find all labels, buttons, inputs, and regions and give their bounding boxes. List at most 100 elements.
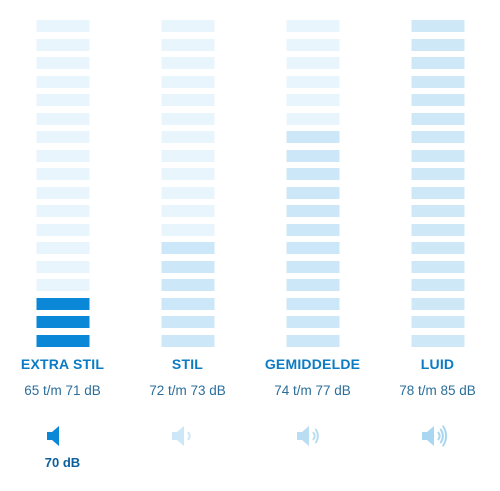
- meter-segment: [286, 38, 339, 51]
- meter-segment: [411, 20, 464, 32]
- meter-segment: [161, 94, 214, 106]
- meter-segment: [411, 297, 464, 310]
- meter-segment: [36, 112, 89, 125]
- meter-segment: [161, 168, 214, 180]
- meter-segment: [286, 20, 339, 32]
- meter-segment: [36, 94, 89, 106]
- level-label: GEMIDDELDE: [264, 356, 361, 372]
- level-range: 65 t/m 71 dB: [24, 383, 101, 398]
- meter-segment: [411, 186, 464, 199]
- level-meter: [161, 20, 214, 353]
- meter-segment: [36, 149, 89, 162]
- meter-segment: [161, 260, 214, 273]
- meter-segment: [411, 316, 464, 328]
- meter-segment: [36, 316, 89, 328]
- meter-segment: [36, 334, 89, 347]
- sound-wave: [186, 431, 191, 441]
- meter-segment: [36, 279, 89, 291]
- meter-segment: [36, 75, 89, 88]
- meter-segment: [161, 205, 214, 217]
- meter-segment: [161, 186, 214, 199]
- meter-segment: [36, 297, 89, 310]
- meter-segment: [161, 297, 214, 310]
- meter-segment: [161, 75, 214, 88]
- meter-segment: [286, 260, 339, 273]
- meter-segment: [36, 20, 89, 32]
- meter-segment: [286, 57, 339, 69]
- level-label: LUID: [420, 356, 455, 372]
- meter-segment: [286, 242, 339, 254]
- meter-segment: [36, 57, 89, 69]
- meter-segment: [411, 260, 464, 273]
- meter-segment: [411, 75, 464, 88]
- meter-segment: [36, 205, 89, 217]
- meter-segment: [286, 75, 339, 88]
- speaker-body: [171, 426, 184, 446]
- meter-segment: [36, 168, 89, 180]
- meter-segment: [286, 223, 339, 236]
- level-range: 74 t/m 77 dB: [274, 383, 351, 398]
- meter-segment: [161, 316, 214, 328]
- meter-segment: [161, 223, 214, 236]
- meter-segment: [411, 38, 464, 51]
- speaker-body: [46, 426, 59, 446]
- meter-segment: [286, 316, 339, 328]
- meter-segment: [36, 38, 89, 51]
- meter-segment: [161, 334, 214, 347]
- meter-segment: [161, 57, 214, 69]
- meter-segment: [411, 57, 464, 69]
- speaker-3-waves-icon: [421, 425, 447, 447]
- meter-segment: [411, 94, 464, 106]
- level-column-gemiddelde: GEMIDDELDE 74 t/m 77 dB: [250, 0, 375, 491]
- meter-segment: [411, 131, 464, 143]
- level-range: 72 t/m 73 dB: [149, 383, 226, 398]
- meter-segment: [286, 334, 339, 347]
- meter-segment: [161, 38, 214, 51]
- meter-segment: [36, 223, 89, 236]
- level-label: EXTRA STIL: [20, 356, 105, 372]
- meter-segment: [161, 112, 214, 125]
- level-column-stil: STIL 72 t/m 73 dB: [125, 0, 250, 491]
- meter-segment: [161, 149, 214, 162]
- meter-segment: [411, 223, 464, 236]
- sound-wave: [311, 431, 316, 441]
- meter-segment: [286, 186, 339, 199]
- meter-segment: [411, 168, 464, 180]
- meter-segment: [286, 205, 339, 217]
- meter-segment: [411, 279, 464, 291]
- meter-segment: [286, 112, 339, 125]
- meter-segment: [286, 149, 339, 162]
- sound-wave: [439, 428, 444, 444]
- speaker-0-waves-icon: [46, 426, 59, 446]
- meter-segment: [161, 20, 214, 32]
- meter-segment: [286, 168, 339, 180]
- level-column-extra-stil: EXTRA STIL 65 t/m 71 dB 70 dB: [0, 0, 125, 491]
- meter-segment: [286, 297, 339, 310]
- speaker-2-waves-icon: [296, 426, 319, 446]
- meter-segment: [286, 131, 339, 143]
- meter-segment: [411, 242, 464, 254]
- level-meter: [286, 20, 339, 353]
- sound-wave: [314, 428, 319, 444]
- sound-wave: [436, 431, 441, 441]
- level-label: STIL: [171, 356, 204, 372]
- meter-segment: [161, 242, 214, 254]
- meter-segment: [411, 149, 464, 162]
- speaker-body: [421, 426, 434, 446]
- sound-wave: [441, 425, 447, 447]
- meter-segment: [411, 205, 464, 217]
- meter-segment: [36, 131, 89, 143]
- meter-segment: [286, 94, 339, 106]
- meter-segment: [411, 334, 464, 347]
- meter-segment: [161, 279, 214, 291]
- level-meter: [36, 20, 89, 353]
- speaker-body: [296, 426, 309, 446]
- meter-segment: [286, 279, 339, 291]
- meter-segment: [161, 131, 214, 143]
- level-column-luid: LUID 78 t/m 85 dB: [375, 0, 500, 491]
- meter-segment: [36, 260, 89, 273]
- meter-segment: [36, 186, 89, 199]
- current-value: 70 dB: [44, 455, 81, 470]
- speaker-1-wave-icon: [171, 426, 191, 446]
- level-range: 78 t/m 85 dB: [399, 383, 476, 398]
